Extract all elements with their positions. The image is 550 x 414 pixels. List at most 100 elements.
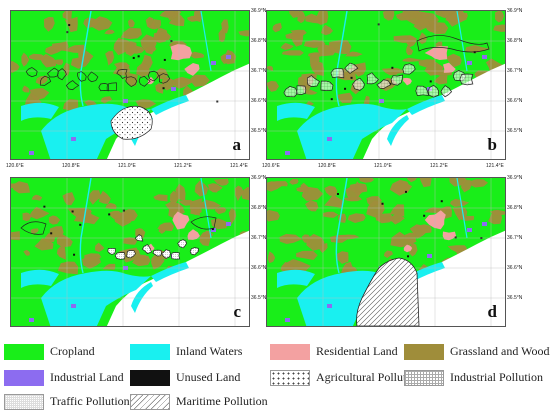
grassland-patch bbox=[427, 20, 441, 29]
industrial-pollution-zone bbox=[352, 77, 365, 91]
map-panel-c: c bbox=[10, 177, 250, 327]
grassland-patch bbox=[30, 228, 39, 235]
lat-tick-a-4: 36.5°N bbox=[251, 128, 267, 134]
industrial-pollution-zone bbox=[344, 62, 359, 74]
grassland-patch bbox=[52, 59, 64, 65]
legend-label-maritime-pollution: Maritime Pollution bbox=[176, 394, 268, 408]
legend-label-agricultural-pollution: Agricultural Pollution bbox=[316, 370, 422, 384]
grassland-patch bbox=[136, 62, 150, 78]
grassland-patch bbox=[267, 251, 276, 264]
lat-tick-a-3: 36.6°N bbox=[251, 98, 267, 104]
residential-area bbox=[170, 44, 192, 61]
inland-waters-coast bbox=[387, 115, 409, 146]
lon-tick-b-2: 121.0°E bbox=[374, 163, 392, 169]
grassland-patch bbox=[465, 45, 491, 54]
grassland-patch bbox=[289, 178, 299, 185]
grassland-patch bbox=[145, 47, 155, 55]
lat-tick-b-0: 36.9°N bbox=[507, 8, 523, 14]
grassland-patch bbox=[11, 60, 20, 74]
grassland-patch bbox=[171, 78, 191, 89]
grassland-patch bbox=[407, 178, 417, 183]
grassland-patch bbox=[267, 181, 283, 192]
grassland-patch bbox=[488, 210, 503, 225]
grassland-patch bbox=[213, 178, 229, 186]
lat-tick-d-4: 36.5°N bbox=[507, 295, 523, 301]
grassland-patch bbox=[99, 190, 111, 205]
grassland-patch bbox=[445, 53, 462, 68]
grassland-patch bbox=[305, 13, 324, 24]
grassland-patch bbox=[304, 40, 326, 48]
lon-tick-b-1: 120.8°E bbox=[318, 163, 336, 169]
lon-tick-a-4: 121.4°E bbox=[230, 163, 248, 169]
grassland-patch bbox=[48, 215, 61, 225]
inland-waters-coast bbox=[151, 262, 189, 282]
traffic-pollution-zone bbox=[152, 249, 162, 257]
industrial-pollution-zone bbox=[390, 74, 404, 86]
legend-label-unused: Unused Land bbox=[176, 370, 241, 384]
lat-tick-a-0: 36.9°N bbox=[251, 8, 267, 14]
industrial-pollution-zone bbox=[440, 85, 453, 98]
grassland-patch bbox=[228, 208, 237, 225]
unused-land-patch bbox=[381, 202, 384, 205]
grassland-patch bbox=[238, 30, 249, 37]
grassland-patch bbox=[22, 212, 32, 222]
grassland-patch bbox=[125, 41, 137, 57]
inland-waters-lagoon bbox=[21, 102, 59, 121]
residential-area bbox=[172, 211, 190, 230]
legend-swatch-traffic-pollution bbox=[4, 394, 44, 410]
grassland-patch bbox=[366, 196, 382, 208]
legend-label-traffic-pollution: Traffic Pollution bbox=[50, 394, 130, 408]
agricultural-pollution-zone bbox=[57, 68, 67, 81]
industrial-pollution-zone bbox=[330, 67, 345, 79]
grassland-patch bbox=[305, 200, 319, 212]
residential-area bbox=[424, 210, 446, 230]
lat-tick-a-2: 36.7°N bbox=[251, 68, 267, 74]
grassland-patch bbox=[193, 11, 203, 23]
grassland-patch bbox=[194, 180, 209, 197]
grassland-patch bbox=[11, 231, 20, 241]
traffic-pollution-zone bbox=[107, 247, 116, 255]
panel-label-b: b bbox=[487, 135, 497, 154]
industrial-land-patch bbox=[482, 55, 487, 59]
grassland-patch bbox=[234, 185, 244, 202]
industrial-land-patch bbox=[285, 318, 290, 322]
grassland-patch bbox=[390, 231, 417, 248]
grassland-patch bbox=[280, 42, 294, 50]
grassland-patch bbox=[102, 263, 116, 270]
unused-land-patch bbox=[330, 98, 333, 101]
agricultural-pollution-zone bbox=[138, 76, 151, 87]
industrial-pollution-zone bbox=[415, 85, 429, 96]
inland-waters-lagoon bbox=[277, 269, 315, 288]
lat-tick-c-4: 36.5°N bbox=[251, 295, 267, 301]
grassland-patch bbox=[336, 251, 349, 264]
grassland-patch bbox=[31, 194, 43, 201]
unused-land-patch bbox=[163, 58, 166, 61]
grassland-patch bbox=[321, 24, 333, 36]
residential-area bbox=[187, 229, 200, 240]
grassland-patch bbox=[281, 50, 304, 56]
unused-land-patch bbox=[43, 205, 46, 208]
traffic-pollution-zone bbox=[141, 244, 152, 254]
industrial-pollution-zone bbox=[320, 80, 334, 91]
grassland-patch bbox=[409, 242, 418, 257]
unused-land-patch bbox=[211, 228, 214, 231]
grassland-patch bbox=[267, 80, 279, 92]
grassland-patch bbox=[343, 196, 363, 202]
unused-land-patch bbox=[216, 100, 219, 103]
agricultural-pollution-zone bbox=[116, 69, 128, 79]
industrial-pollution-zone bbox=[459, 73, 474, 86]
grassland-patch bbox=[128, 19, 135, 28]
lat-tick-d-0: 36.9°N bbox=[507, 175, 523, 181]
industrial-land-patch bbox=[327, 304, 332, 308]
grassland-patch bbox=[359, 178, 375, 183]
lat-tick-b-1: 36.8°N bbox=[507, 38, 523, 44]
grassland-patch bbox=[416, 224, 432, 234]
grassland-patch bbox=[168, 11, 185, 27]
residential-area bbox=[184, 63, 200, 76]
grassland-patch bbox=[289, 11, 300, 18]
lat-tick-c-0: 36.9°N bbox=[251, 175, 267, 181]
grassland-patch bbox=[383, 250, 393, 258]
legend-label-industrial-land: Industrial Land bbox=[50, 370, 124, 384]
grassland-patch bbox=[100, 96, 113, 104]
legend-swatch-residential bbox=[270, 344, 310, 360]
